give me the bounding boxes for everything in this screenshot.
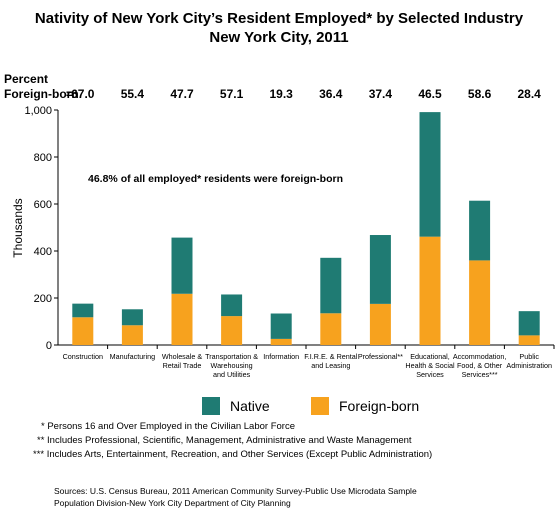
legend-swatch-native bbox=[202, 397, 220, 415]
bar-foreign-born bbox=[121, 325, 143, 345]
x-tick-label: Manufacturing bbox=[110, 352, 156, 361]
footnote-3: *** Includes Arts, Entertainment, Recrea… bbox=[33, 449, 433, 460]
legend-foreign-born: Foreign-born bbox=[311, 395, 419, 417]
bar-foreign-born bbox=[270, 338, 292, 345]
y-tick-label: 800 bbox=[34, 152, 52, 164]
x-tick-label: Wholesale & bbox=[162, 352, 203, 361]
chart-subtitle: New York City, 2011 bbox=[209, 29, 349, 46]
x-tick-label: and Utilities bbox=[213, 370, 251, 379]
source-line-1: Sources: U.S. Census Bureau, 2011 Americ… bbox=[54, 486, 417, 496]
x-tick-label: Retail Trade bbox=[163, 361, 202, 370]
percent-foreign-born-value: 36.4 bbox=[319, 87, 343, 101]
bar-foreign-born bbox=[72, 317, 94, 345]
y-tick-label: 600 bbox=[34, 199, 52, 211]
percent-foreign-born-value: 37.4 bbox=[368, 87, 393, 101]
legend-swatch-foreign-born bbox=[311, 397, 329, 415]
x-tick-label: Warehousing bbox=[211, 361, 253, 370]
legend-label-foreign-born: Foreign-born bbox=[339, 398, 420, 414]
bar-foreign-born bbox=[469, 260, 491, 345]
x-tick-label: Services bbox=[416, 370, 444, 379]
x-tick-label: and Leasing bbox=[311, 361, 350, 370]
x-tick-label: Food, & Other bbox=[457, 361, 503, 370]
y-tick-label: 200 bbox=[34, 293, 52, 305]
x-tick-label: Information bbox=[263, 352, 299, 361]
percent-foreign-born-value: 57.1 bbox=[219, 87, 244, 101]
x-tick-label: F.I.R.E. & Rental bbox=[304, 352, 358, 361]
bar-foreign-born bbox=[369, 303, 391, 345]
annotation-text: 46.8% of all employed* residents were fo… bbox=[88, 173, 343, 185]
bar-native bbox=[469, 200, 491, 261]
bar-native bbox=[121, 309, 143, 326]
percent-equals-sign: = bbox=[66, 87, 74, 101]
y-tick-label: 0 bbox=[46, 340, 52, 352]
bar-native bbox=[518, 311, 540, 336]
legend-native: Native bbox=[202, 395, 270, 417]
x-tick-label: Professional** bbox=[358, 352, 403, 361]
source-line-2: Population Division-New York City Depart… bbox=[54, 498, 291, 508]
y-axis-label: Thousands bbox=[11, 198, 25, 258]
percent-foreign-born-value: 46.5 bbox=[418, 87, 442, 101]
legend-label-native: Native bbox=[230, 398, 270, 414]
bar-foreign-born bbox=[221, 316, 243, 345]
percent-foreign-born-value: 67.0 bbox=[71, 87, 95, 101]
y-tick-label: 400 bbox=[34, 246, 52, 258]
chart-title: Nativity of New York City’s Resident Emp… bbox=[34, 10, 524, 27]
footnote-1: * Persons 16 and Over Employed in the Ci… bbox=[41, 421, 295, 432]
bar-foreign-born bbox=[171, 293, 193, 345]
percent-foreign-born-value: 58.6 bbox=[467, 87, 492, 101]
bar-native bbox=[320, 257, 342, 314]
percent-foreign-born-value: 19.3 bbox=[269, 87, 293, 101]
bar-foreign-born bbox=[518, 335, 540, 345]
bar-native bbox=[419, 112, 441, 237]
percent-label-line1: Percent bbox=[4, 72, 49, 86]
bar-foreign-born bbox=[320, 313, 342, 345]
percent-foreign-born-value: 28.4 bbox=[517, 87, 541, 101]
x-tick-label: Services*** bbox=[462, 370, 498, 379]
bar-native bbox=[221, 294, 243, 317]
percent-foreign-born-value: 47.7 bbox=[170, 87, 194, 101]
bar-native bbox=[369, 235, 391, 304]
percent-foreign-born-value: 55.4 bbox=[120, 87, 145, 101]
footnote-2: ** Includes Professional, Scientific, Ma… bbox=[37, 435, 412, 446]
x-tick-label: Educational, bbox=[410, 352, 450, 361]
x-tick-label: Construction bbox=[63, 352, 103, 361]
x-tick-label: Administration bbox=[506, 361, 552, 370]
percent-label-line2: Foreign-born bbox=[4, 87, 79, 101]
x-tick-label: Public bbox=[519, 352, 539, 361]
y-tick-label: 1,000 bbox=[24, 105, 52, 117]
bar-foreign-born bbox=[419, 236, 441, 345]
percent-foreign-born-label: Percent Foreign-born bbox=[4, 72, 79, 102]
bar-native bbox=[270, 313, 292, 339]
bar-native bbox=[171, 237, 193, 294]
x-tick-label: Transportation & bbox=[205, 352, 258, 361]
x-tick-label: Health & Social bbox=[405, 361, 455, 370]
x-tick-label: Accommodation, bbox=[453, 352, 507, 361]
bar-native bbox=[72, 303, 94, 318]
